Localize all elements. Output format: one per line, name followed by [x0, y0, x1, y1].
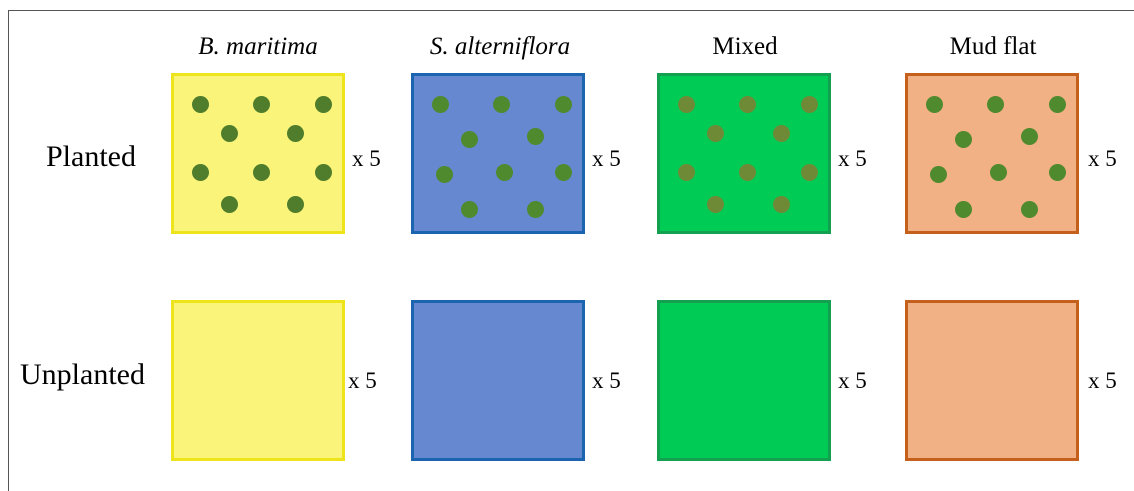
plot-unplanted-s-alterniflora — [411, 300, 585, 461]
column-title-s-alterniflora: S. alterniflora — [429, 33, 571, 60]
plant-dot — [955, 201, 972, 218]
plant-dot — [527, 128, 544, 145]
plant-dot — [707, 125, 724, 142]
plant-dot — [739, 164, 756, 181]
plant-dot — [955, 131, 972, 148]
plant-dot — [707, 196, 724, 213]
plant-dot — [253, 96, 270, 113]
replicate-count: x 5 — [352, 146, 381, 171]
plant-dot — [1049, 96, 1066, 113]
replicate-count: x 5 — [838, 368, 867, 393]
plot-planted-mixed — [657, 73, 831, 234]
plot-planted-b-maritima — [171, 73, 345, 234]
plant-dot — [678, 96, 695, 113]
row-label-planted: Planted — [46, 140, 136, 173]
plant-dot — [221, 125, 238, 142]
plant-dot — [1049, 164, 1066, 181]
plant-dot — [192, 164, 209, 181]
plant-dot — [739, 96, 756, 113]
plant-dot — [253, 164, 270, 181]
plant-dot — [315, 96, 332, 113]
plant-dot — [1021, 128, 1038, 145]
plant-dot — [461, 131, 478, 148]
replicate-count: x 5 — [592, 146, 621, 171]
plant-dot — [930, 166, 947, 183]
column-title-b-maritima: B. maritima — [198, 33, 318, 60]
plant-dot — [493, 96, 510, 113]
plant-dot — [990, 164, 1007, 181]
row-label-unplanted: Unplanted — [20, 358, 145, 391]
plant-dot — [801, 96, 818, 113]
plot-planted-mud-flat — [905, 73, 1079, 234]
replicate-count: x 5 — [348, 368, 377, 393]
plant-dot — [287, 196, 304, 213]
plant-dot — [678, 164, 695, 181]
plot-unplanted-mud-flat — [905, 300, 1079, 461]
plot-unplanted-mixed — [657, 300, 831, 461]
plant-dot — [496, 164, 513, 181]
plant-dot — [555, 96, 572, 113]
figure-frame — [8, 10, 1134, 491]
column-title-mixed: Mixed — [712, 33, 778, 60]
plant-dot — [527, 201, 544, 218]
plant-dot — [461, 201, 478, 218]
plant-dot — [315, 164, 332, 181]
replicate-count: x 5 — [838, 146, 867, 171]
replicate-count: x 5 — [592, 368, 621, 393]
plot-planted-s-alterniflora — [411, 73, 585, 234]
plant-dot — [773, 125, 790, 142]
column-title-mud-flat: Mud flat — [949, 33, 1037, 60]
plant-dot — [801, 164, 818, 181]
replicate-count: x 5 — [1088, 368, 1117, 393]
plant-dot — [192, 96, 209, 113]
plant-dot — [436, 166, 453, 183]
plant-dot — [926, 96, 943, 113]
plant-dot — [432, 96, 449, 113]
plant-dot — [987, 96, 1004, 113]
replicate-count: x 5 — [1088, 146, 1117, 171]
plant-dot — [287, 125, 304, 142]
plant-dot — [773, 196, 790, 213]
plant-dot — [555, 164, 572, 181]
plant-dot — [221, 196, 238, 213]
plant-dot — [1021, 201, 1038, 218]
plot-unplanted-b-maritima — [171, 300, 345, 461]
